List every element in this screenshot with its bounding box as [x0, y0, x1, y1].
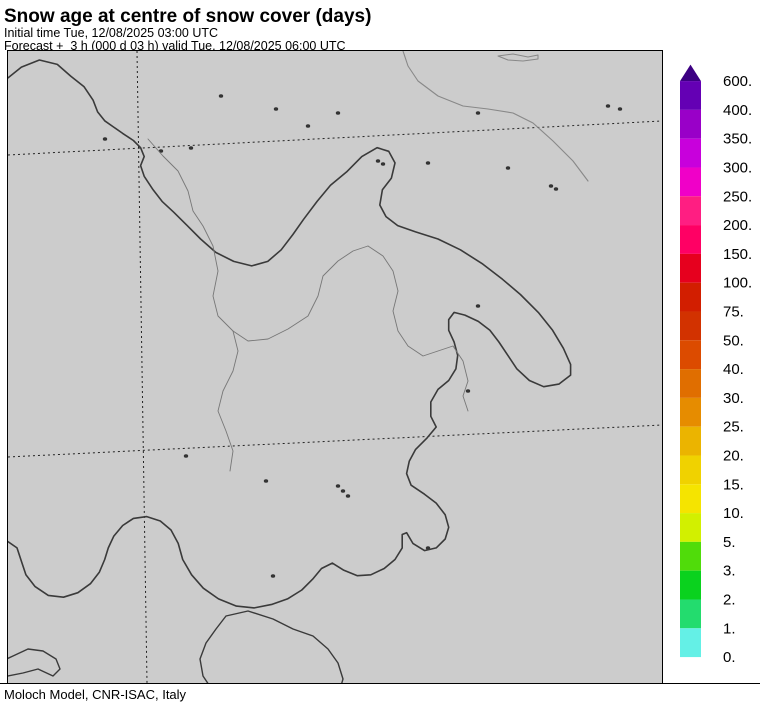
svg-text:5.: 5.	[723, 534, 736, 551]
svg-text:75.: 75.	[723, 303, 744, 320]
svg-text:350.: 350.	[723, 131, 752, 148]
svg-text:600.: 600.	[723, 73, 752, 90]
svg-text:150.: 150.	[723, 246, 752, 263]
svg-text:1.: 1.	[723, 620, 736, 637]
svg-text:250.: 250.	[723, 188, 752, 205]
svg-text:40.: 40.	[723, 361, 744, 378]
svg-text:30.: 30.	[723, 390, 744, 407]
svg-text:25.: 25.	[723, 419, 744, 436]
svg-text:3.: 3.	[723, 563, 736, 580]
svg-text:100.: 100.	[723, 275, 752, 292]
svg-text:200.: 200.	[723, 217, 752, 234]
svg-text:300.: 300.	[723, 159, 752, 176]
svg-text:2.: 2.	[723, 591, 736, 608]
svg-text:10.: 10.	[723, 505, 744, 522]
svg-text:0.: 0.	[723, 649, 736, 666]
svg-text:15.: 15.	[723, 476, 744, 493]
svg-text:400.: 400.	[723, 102, 752, 119]
svg-text:20.: 20.	[723, 447, 744, 464]
svg-text:50.: 50.	[723, 332, 744, 349]
